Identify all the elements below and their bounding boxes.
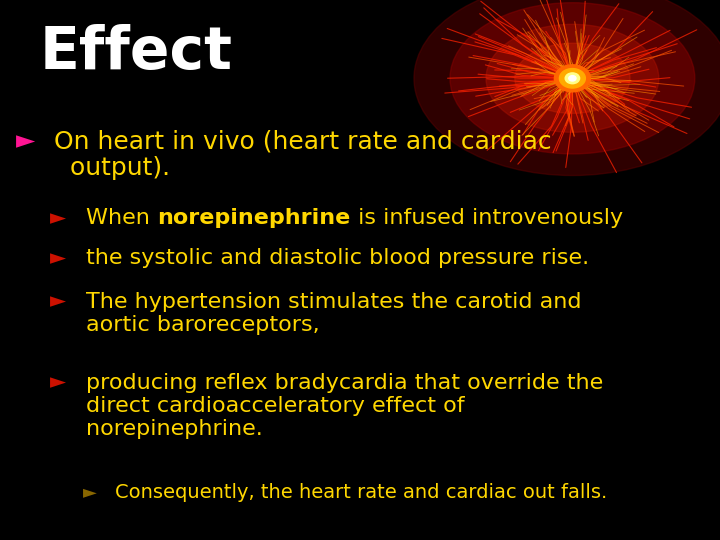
- Text: Effect: Effect: [40, 24, 233, 82]
- Circle shape: [569, 76, 576, 81]
- Text: On heart in vivo (heart rate and cardiac: On heart in vivo (heart rate and cardiac: [54, 130, 552, 153]
- Ellipse shape: [486, 24, 659, 132]
- Ellipse shape: [450, 3, 695, 154]
- Text: direct cardioacceleratory effect of: direct cardioacceleratory effect of: [86, 396, 465, 416]
- Text: producing reflex bradycardia that override the: producing reflex bradycardia that overri…: [86, 373, 603, 393]
- Text: ►: ►: [50, 248, 66, 268]
- Ellipse shape: [414, 0, 720, 176]
- Text: ►: ►: [50, 292, 66, 312]
- Circle shape: [554, 65, 590, 92]
- Text: the systolic and diastolic blood pressure rise.: the systolic and diastolic blood pressur…: [86, 248, 590, 268]
- Text: ►: ►: [83, 483, 96, 501]
- Text: The hypertension stimulates the carotid and: The hypertension stimulates the carotid …: [86, 292, 582, 312]
- Text: Consequently, the heart rate and cardiac out falls.: Consequently, the heart rate and cardiac…: [115, 483, 608, 502]
- Text: When: When: [86, 208, 158, 228]
- Text: aortic baroreceptors,: aortic baroreceptors,: [86, 315, 320, 335]
- Circle shape: [565, 73, 580, 84]
- Text: ►: ►: [16, 130, 35, 153]
- Text: output).: output).: [54, 156, 170, 180]
- Text: is infused introvenously: is infused introvenously: [351, 208, 623, 228]
- Text: ►: ►: [50, 208, 66, 228]
- Text: norepinephrine: norepinephrine: [158, 208, 351, 228]
- Text: norepinephrine.: norepinephrine.: [86, 419, 263, 439]
- Ellipse shape: [515, 43, 630, 113]
- Circle shape: [559, 69, 585, 88]
- Text: ►: ►: [50, 373, 66, 393]
